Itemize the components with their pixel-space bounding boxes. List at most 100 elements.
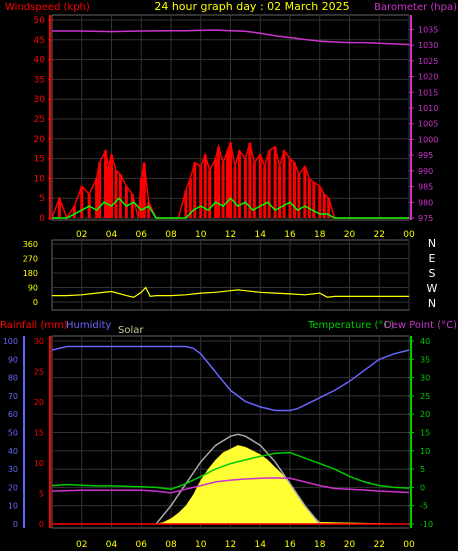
wind-average-line [52, 197, 409, 219]
direction-tick-label: 180 [23, 269, 38, 278]
wind-x-tick-label: 08 [165, 230, 177, 240]
humidity-tick-label: 70 [8, 392, 18, 401]
humidity-tick-label: 90 [8, 355, 18, 364]
compass-label: S [429, 267, 436, 280]
barometer-tick-label: 990 [418, 167, 433, 176]
barometer-tick-label: 985 [418, 183, 433, 192]
wind-tick-label: 40 [34, 56, 46, 66]
temp-x-tick-label: 14 [255, 540, 267, 550]
rain-tick-label: 30 [34, 337, 44, 346]
wind-x-tick-label: 16 [284, 230, 296, 240]
humidity-tick-label: 10 [8, 502, 18, 511]
barometer-tick-label: 1020 [418, 73, 438, 82]
wind-tick-label: 0 [39, 214, 45, 224]
humidity-line [51, 345, 410, 412]
wind-x-tick-label: 22 [374, 230, 385, 240]
humidity-tick-label: 20 [8, 483, 18, 492]
temperature-tick-label: -10 [420, 520, 433, 529]
compass-label: N [428, 297, 436, 310]
barometer-tick-label: 1000 [418, 135, 438, 144]
solar-label: Solar [118, 325, 144, 336]
barometer-tick-label: 980 [418, 198, 433, 207]
wind-x-tick-label: 04 [106, 230, 118, 240]
wind-tick-label: 25 [34, 115, 45, 125]
temperature-label: Temperature (°C) [307, 320, 394, 331]
compass-label: W [427, 282, 438, 295]
rain-tick-label: 15 [34, 429, 44, 438]
chart-title: 24 hour graph day : 02 March 2025 [154, 0, 349, 13]
barometer-tick-label: 1005 [418, 120, 438, 129]
wind-x-tick-label: 14 [255, 230, 267, 240]
temperature-line [51, 451, 410, 490]
rainfall-label: Rainfall (mm) [0, 320, 68, 331]
temperature-tick-label: 10 [420, 447, 430, 456]
wind-x-tick-label: 02 [76, 230, 87, 240]
barometer-tick-label: 975 [418, 214, 433, 223]
direction-tick-label: 360 [23, 240, 38, 249]
dew-point-line [51, 477, 410, 494]
temp-x-tick-label: 02 [76, 540, 87, 550]
rain-tick-label: 10 [34, 459, 44, 468]
wind-tick-label: 30 [34, 95, 46, 105]
rain-tick-label: 25 [34, 368, 44, 377]
humidity-tick-label: 50 [8, 429, 18, 438]
temp-x-tick-label: 20 [344, 540, 356, 550]
wind-x-tick-label: 18 [314, 230, 326, 240]
temp-x-tick-label: 22 [374, 540, 385, 550]
temp-x-tick-label: 10 [195, 540, 207, 550]
wind-tick-label: 50 [34, 16, 46, 26]
temp-x-tick-label: 06 [136, 540, 148, 550]
compass-label: N [428, 237, 436, 250]
barometer-tick-label: 1030 [418, 41, 438, 50]
barometer-tick-label: 1010 [418, 104, 438, 113]
wind-direction-line [52, 286, 409, 298]
direction-tick-label: 0 [33, 298, 38, 307]
compass-label: E [429, 252, 436, 265]
direction-tick-label: 90 [28, 284, 38, 293]
wind-tick-label: 10 [34, 174, 46, 184]
wind-x-tick-label: 20 [344, 230, 356, 240]
wind-tick-label: 45 [34, 36, 45, 46]
wind-x-tick-label: 10 [195, 230, 207, 240]
dew-point-label: Dew Point (°C) [384, 320, 457, 331]
temp-x-tick-label: 12 [225, 540, 236, 550]
barometer-tick-label: 1025 [418, 57, 438, 66]
barometer-tick-label: 1035 [418, 25, 438, 34]
humidity-label: Humidity [66, 320, 111, 331]
temperature-tick-label: 35 [420, 355, 430, 364]
wind-x-tick-label: 06 [136, 230, 148, 240]
wind-tick-label: 35 [34, 75, 45, 85]
temperature-tick-label: 40 [420, 337, 430, 346]
temp-x-tick-label: 00 [403, 540, 415, 550]
temperature-tick-label: 0 [420, 483, 425, 492]
temperature-tick-label: 20 [420, 410, 430, 419]
rain-tick-label: 0 [39, 520, 44, 529]
wind-tick-label: 20 [34, 135, 46, 145]
humidity-tick-label: 30 [8, 465, 18, 474]
temperature-tick-label: -5 [420, 502, 428, 511]
barometer-tick-label: 1015 [418, 88, 438, 97]
wind-x-tick-label: 00 [403, 230, 415, 240]
wind-x-tick-label: 12 [225, 230, 236, 240]
wind-gust-line [51, 140, 409, 220]
humidity-tick-label: 100 [3, 337, 18, 346]
humidity-tick-label: 40 [8, 447, 18, 456]
temp-x-tick-label: 04 [106, 540, 118, 550]
humidity-tick-label: 60 [8, 410, 18, 419]
wind-axis-label: Windspeed (kph) [5, 2, 90, 13]
barometer-line [52, 29, 410, 46]
rain-tick-label: 20 [34, 398, 44, 407]
temp-x-tick-label: 08 [165, 540, 177, 550]
rain-tick-label: 5 [39, 490, 44, 499]
wind-tick-label: 15 [34, 155, 45, 165]
barometer-tick-label: 995 [418, 151, 433, 160]
humidity-tick-label: 0 [13, 520, 18, 529]
barometer-axis-label: Barometer (hpa) [374, 2, 457, 13]
temp-x-tick-label: 16 [284, 540, 296, 550]
temperature-tick-label: 5 [420, 465, 425, 474]
humidity-tick-label: 80 [8, 374, 18, 383]
temperature-tick-label: 25 [420, 392, 430, 401]
wind-tick-label: 5 [39, 194, 45, 204]
temperature-tick-label: 15 [420, 429, 430, 438]
